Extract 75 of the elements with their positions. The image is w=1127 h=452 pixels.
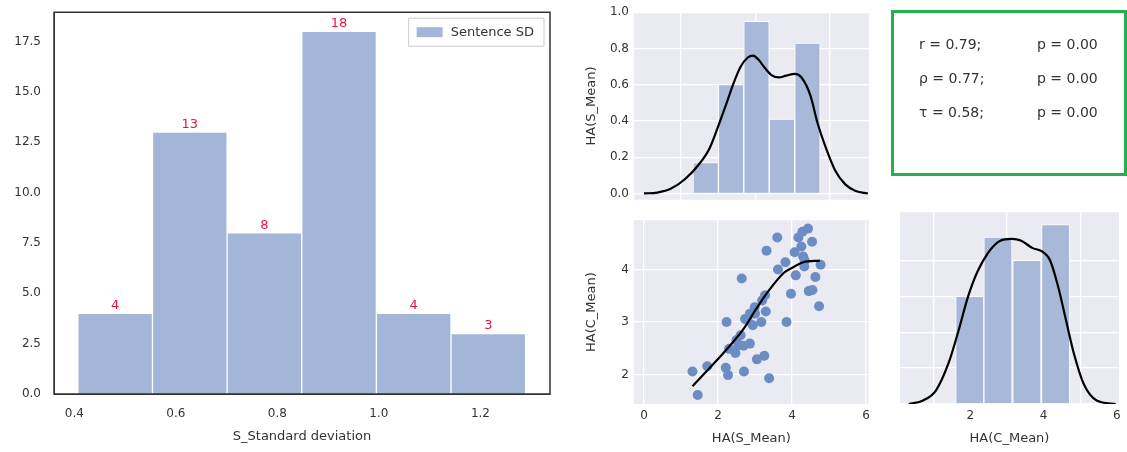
y-tick-label: 15.0: [14, 83, 41, 98]
text: p = 0.00: [1037, 36, 1098, 52]
x-tick-label: 0.4: [64, 406, 84, 421]
x-tick-label: 1.2: [470, 406, 490, 421]
y-tick-label: 3: [621, 314, 629, 329]
text: p = 0.00: [1037, 104, 1098, 120]
x-tick-label: 0: [640, 408, 648, 423]
y-tick-label: 0.8: [609, 40, 629, 55]
point: [773, 264, 784, 275]
x-tick-label: 1.0: [369, 406, 389, 421]
point: [730, 348, 741, 359]
x-axis-title: S_Standard deviation: [232, 427, 372, 443]
y-tick-label: 0.6: [609, 76, 629, 91]
point: [815, 259, 826, 270]
x-tick-label: 4: [1039, 408, 1048, 423]
point: [789, 247, 800, 258]
y-tick-label: 2: [621, 366, 629, 381]
data-label: 4: [409, 297, 418, 313]
text: ρ = 0.77;: [919, 70, 986, 86]
point: [738, 366, 749, 377]
point: [785, 288, 796, 299]
point: [810, 271, 821, 282]
point: [687, 366, 698, 377]
y-tick-label: 0.4: [609, 113, 629, 128]
y-tick-label: 0.0: [609, 185, 629, 200]
y-tick-label: 4: [621, 261, 629, 276]
point: [790, 270, 801, 281]
point: [759, 350, 770, 361]
text: τ = 0.58;: [919, 104, 985, 120]
point: [761, 245, 772, 256]
point: [692, 390, 703, 401]
point: [796, 241, 807, 252]
text: p = 0.00: [1037, 70, 1098, 86]
data-label: 3: [484, 317, 493, 333]
point: [781, 317, 792, 328]
data-label: 18: [330, 15, 348, 31]
y-tick-label: 7.5: [21, 235, 41, 250]
point: [736, 273, 747, 284]
y-tick-label: 12.5: [14, 134, 41, 149]
point: [747, 320, 758, 331]
y-tick-label: 10.0: [14, 184, 41, 199]
line-series: [642, 54, 869, 195]
point: [780, 257, 791, 268]
point: [721, 317, 732, 328]
x-tick-label: 2: [966, 408, 975, 423]
data-label: 8: [260, 216, 269, 232]
y-tick-label: 0.0: [21, 386, 41, 401]
text: r = 0.79;: [919, 36, 983, 52]
y-axis-title: HA(C_Mean): [583, 272, 599, 353]
x-axis-title: HA(S_Mean): [711, 429, 791, 445]
point: [764, 373, 775, 384]
x-axis-title: HA(C_Mean): [969, 429, 1050, 445]
x-tick-label: 6: [1112, 408, 1121, 423]
data-label: 4: [111, 297, 120, 313]
y-tick-label: 1.0: [609, 4, 629, 19]
point: [756, 317, 767, 328]
x-tick-label: 2: [714, 408, 722, 423]
x-tick-label: 0.6: [166, 406, 186, 421]
y-axis-title: HA(S_Mean): [583, 66, 599, 146]
y-tick-label: 2.5: [21, 335, 41, 350]
y-tick-label: 5.0: [21, 285, 41, 300]
point: [760, 306, 771, 317]
point: [803, 223, 813, 234]
point: [772, 232, 783, 243]
y-tick-label: 0.2: [609, 149, 629, 164]
point: [723, 370, 734, 381]
x-tick-label: 4: [788, 408, 796, 423]
data-label: 13: [181, 115, 199, 131]
point: [807, 236, 818, 247]
point: [744, 338, 755, 349]
legend-label: Sentence SD: [450, 23, 535, 39]
x-tick-label: 0.8: [267, 406, 287, 421]
point: [814, 301, 825, 312]
x-tick-label: 6: [862, 408, 870, 423]
y-tick-label: 17.5: [14, 33, 41, 48]
